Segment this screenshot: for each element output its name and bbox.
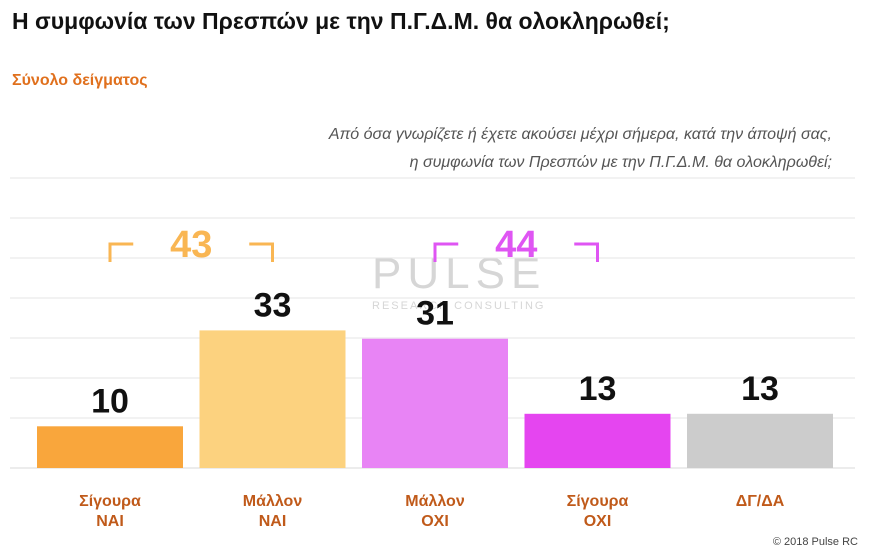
category-label-line: ΟΧΙ [421, 513, 449, 530]
chart-subtitle: Σύνολο δείγματος [12, 72, 148, 89]
category-label: Μάλλον ΝΑΙ [200, 492, 346, 532]
category-label-line: Σίγουρα [566, 493, 629, 510]
value-label: 31 [416, 295, 454, 333]
category-label-line: ΟΧΙ [583, 513, 612, 530]
value-labels: 10 33 31 13 13 [91, 286, 779, 420]
bar [362, 338, 508, 468]
group-bracket: 44 [433, 224, 599, 266]
value-label: 13 [579, 370, 617, 408]
bracket-left [108, 242, 134, 262]
category-label: Μάλλον ΟΧΙ [362, 492, 508, 532]
category-label-line: Μάλλον [405, 493, 465, 510]
category-label-line: Μάλλον [242, 493, 303, 510]
bar [199, 330, 346, 468]
bar [37, 426, 183, 468]
category-label: Σίγουρα ΟΧΙ [525, 492, 671, 532]
chart-title: Η συμφωνία των Πρεσπών με την Π.Γ.Δ.Μ. θ… [12, 8, 670, 34]
category-label-line: Σίγουρα [79, 493, 141, 510]
group-total-label: 43 [170, 224, 212, 266]
question-line-1: Από όσα γνωρίζετε ή έχετε ακούσει μέχρι … [328, 126, 832, 143]
group-total-label: 44 [495, 224, 537, 266]
survey-question: Από όσα γνωρίζετε ή έχετε ακούσει μέχρι … [112, 121, 832, 177]
value-label: 13 [741, 370, 779, 408]
group-brackets: 43 44 [108, 224, 599, 266]
bar [687, 413, 833, 468]
category-label-line: ΝΑΙ [258, 513, 287, 530]
category-label-line: ΔΓ/ΔΑ [735, 493, 785, 510]
category-label-line: ΝΑΙ [96, 513, 124, 530]
category-label: Σίγουρα ΝΑΙ [37, 492, 183, 532]
question-line-2: η συμφωνία των Πρεσπών με την Π.Γ.Δ.Μ. θ… [409, 154, 832, 171]
value-label: 33 [254, 286, 292, 324]
bars [37, 330, 833, 468]
bracket-right [249, 242, 274, 262]
value-label: 10 [91, 382, 129, 420]
copyright: © 2018 Pulse RC [772, 536, 858, 548]
bar [524, 413, 671, 468]
group-bracket: 43 [108, 224, 274, 266]
bracket-right [574, 242, 599, 262]
bracket-left [433, 242, 459, 262]
category-label: ΔΓ/ΔΑ [687, 492, 833, 512]
